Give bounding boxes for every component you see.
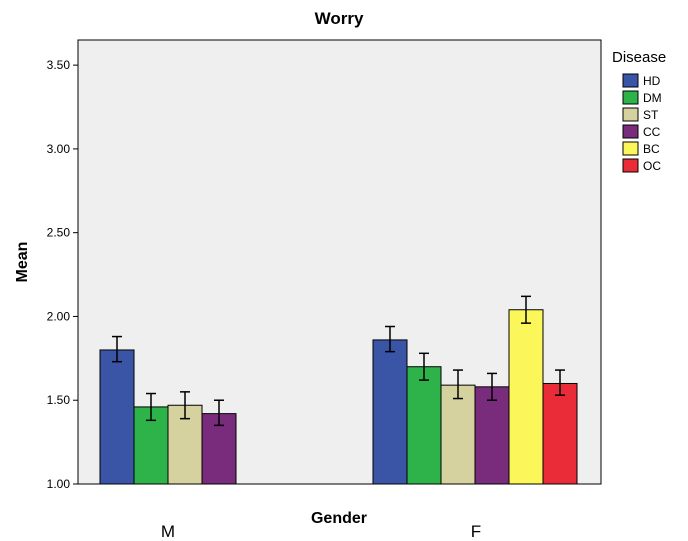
- bar-st-f: [440, 384, 476, 485]
- error-bar-dm-m: [146, 392, 156, 422]
- bar-hd-m: [99, 349, 135, 485]
- error-bar-dm-f: [419, 352, 429, 381]
- bar-oc-f: [542, 382, 578, 485]
- bar-hd-f: [372, 339, 408, 485]
- x-axis-label: Gender: [311, 510, 367, 527]
- error-bar-st-m: [180, 391, 190, 420]
- bar-bc-f: [508, 309, 544, 485]
- legend-label-oc: OC: [643, 159, 661, 173]
- y-tick-label: 3.00: [47, 142, 71, 156]
- legend: HD DM ST CC BC OC: [622, 73, 662, 173]
- y-tick-label: 1.50: [47, 393, 71, 407]
- legend-swatch-oc: [622, 158, 639, 173]
- legend-swatch-cc: [622, 124, 639, 139]
- x-category-f: F: [471, 522, 481, 541]
- bar-dm-f: [406, 366, 442, 485]
- legend-label-dm: DM: [643, 91, 662, 105]
- error-bar-hd-f: [385, 325, 395, 353]
- legend-label-cc: CC: [643, 125, 661, 139]
- chart-title: Worry: [315, 9, 364, 28]
- bar-cc-f: [474, 386, 510, 485]
- bars-group: [99, 295, 578, 485]
- legend-swatch-bc: [622, 141, 639, 156]
- error-bar-cc-m: [214, 399, 224, 427]
- y-axis: 1.00 1.50 2.00 2.50 3.00 3.50: [47, 58, 78, 491]
- y-tick-label: 2.00: [47, 309, 71, 323]
- legend-label-bc: BC: [643, 142, 660, 156]
- error-bar-st-f: [453, 369, 463, 400]
- x-category-m: M: [161, 522, 175, 541]
- legend-label-hd: HD: [643, 74, 661, 88]
- error-bar-oc-f: [555, 369, 565, 396]
- y-tick-label: 1.00: [47, 477, 71, 491]
- y-tick-label: 2.50: [47, 226, 71, 240]
- legend-swatch-st: [622, 107, 639, 122]
- error-bar-hd-m: [112, 335, 122, 363]
- legend-swatch-hd: [622, 73, 639, 88]
- legend-title: Disease: [612, 49, 666, 66]
- y-tick-label: 3.50: [47, 58, 71, 72]
- error-bar-bc-f: [521, 295, 531, 324]
- error-bar-cc-f: [487, 372, 497, 401]
- legend-swatch-dm: [622, 90, 639, 105]
- legend-label-st: ST: [643, 108, 659, 122]
- y-axis-label: Mean: [14, 242, 31, 283]
